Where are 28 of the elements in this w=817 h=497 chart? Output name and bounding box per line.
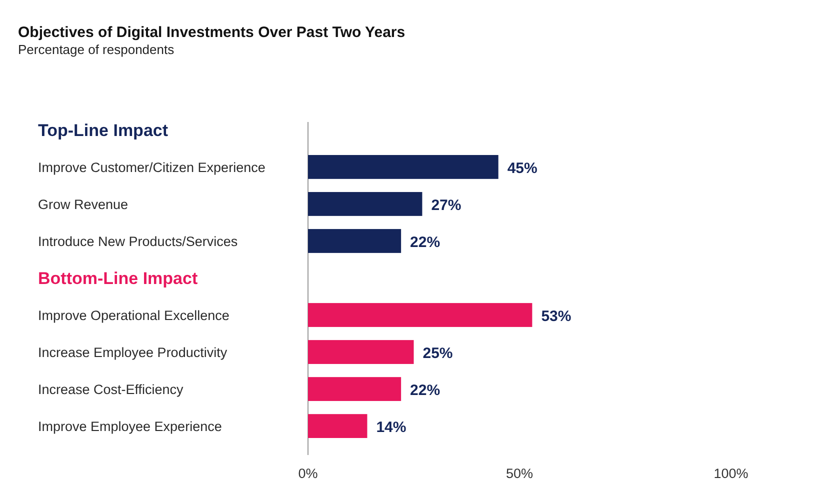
- bar: [308, 229, 402, 253]
- y-tick-label: Grow Revenue: [38, 196, 128, 212]
- y-tick-label: Improve Customer/Citizen Experience: [38, 160, 266, 175]
- data-label: 14%: [376, 419, 406, 436]
- data-label: 22%: [410, 382, 440, 400]
- data-label: 22%: [410, 234, 440, 251]
- y-tick-label: Bottom-Line Impact: [38, 269, 198, 288]
- y-tick-label: Top-Line Impact: [38, 120, 168, 140]
- x-tick-label: 50%: [506, 466, 534, 481]
- bar: [308, 377, 402, 401]
- bar: [308, 414, 368, 438]
- y-tick-label: Increase Employee Productivity: [38, 345, 228, 360]
- text: Percentage of respondents: [18, 42, 175, 57]
- y-tick-label: Improve Operational Excellence: [38, 308, 230, 324]
- bar: [308, 303, 532, 327]
- data-label: 53%: [541, 308, 572, 326]
- x-tick-label: 100%: [714, 466, 748, 481]
- bar: [308, 155, 498, 179]
- chart-title: Objectives of Digital Investments Over Past Two Years: [18, 24, 406, 41]
- x-tick-label: 0%: [298, 466, 318, 481]
- bar: [308, 192, 422, 216]
- bar: [308, 340, 414, 364]
- data-label: 25%: [422, 345, 453, 362]
- y-tick-label: Introduce New Products/Services: [38, 234, 238, 249]
- data-label: 45%: [507, 160, 538, 177]
- y-tick-label: Improve Employee Experience: [38, 419, 222, 434]
- data-label: 27%: [431, 196, 462, 214]
- y-tick-label: Increase Cost-Efficiency: [38, 382, 184, 398]
